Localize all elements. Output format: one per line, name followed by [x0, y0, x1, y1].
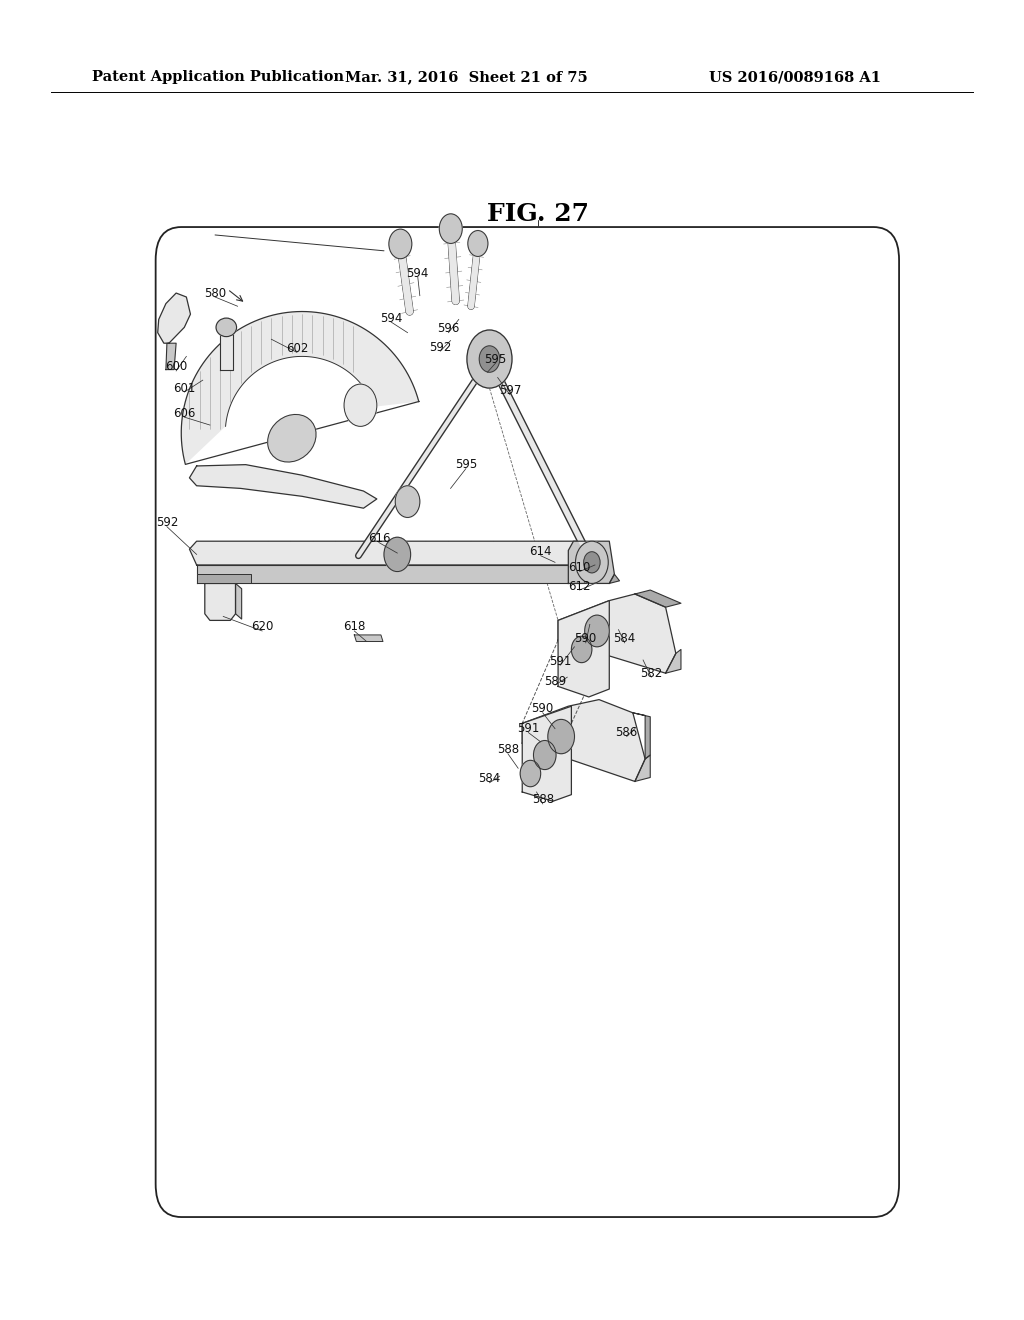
Text: 597: 597 [499, 384, 521, 397]
Circle shape [575, 541, 608, 583]
Polygon shape [197, 574, 251, 583]
Text: 594: 594 [407, 267, 429, 280]
Text: Patent Application Publication: Patent Application Publication [92, 70, 344, 84]
Text: 602: 602 [286, 342, 308, 355]
Text: 580: 580 [204, 286, 226, 300]
Text: 601: 601 [173, 381, 196, 395]
Text: 591: 591 [517, 722, 540, 735]
Ellipse shape [267, 414, 316, 462]
Text: 600: 600 [165, 360, 187, 374]
Polygon shape [666, 649, 681, 673]
Circle shape [520, 760, 541, 787]
Polygon shape [220, 330, 233, 370]
Polygon shape [558, 601, 609, 697]
Polygon shape [181, 312, 419, 465]
Text: 618: 618 [343, 620, 366, 634]
Ellipse shape [216, 318, 237, 337]
Circle shape [389, 230, 412, 259]
Text: 584: 584 [478, 772, 501, 785]
Polygon shape [158, 293, 190, 343]
Circle shape [479, 346, 500, 372]
Circle shape [467, 330, 512, 388]
Circle shape [344, 384, 377, 426]
Text: 616: 616 [368, 532, 390, 545]
Circle shape [468, 231, 487, 256]
Polygon shape [205, 583, 236, 620]
Polygon shape [197, 565, 579, 583]
Polygon shape [568, 541, 614, 583]
Text: FIG. 27: FIG. 27 [486, 202, 589, 226]
Text: US 2016/0089168 A1: US 2016/0089168 A1 [709, 70, 881, 84]
Text: 584: 584 [613, 632, 636, 645]
Circle shape [548, 719, 574, 754]
Polygon shape [635, 755, 650, 781]
Polygon shape [635, 590, 681, 607]
Polygon shape [522, 706, 571, 801]
Text: 606: 606 [173, 407, 196, 420]
Text: 594: 594 [380, 312, 402, 325]
Text: 595: 595 [455, 458, 477, 471]
Text: 591: 591 [549, 655, 571, 668]
Text: 590: 590 [574, 632, 597, 645]
Circle shape [439, 214, 462, 243]
Text: 620: 620 [251, 620, 273, 634]
Text: 610: 610 [568, 561, 591, 574]
Text: 592: 592 [156, 516, 178, 529]
Text: 586: 586 [615, 726, 638, 739]
Polygon shape [354, 635, 383, 642]
Text: 588: 588 [497, 743, 519, 756]
Polygon shape [166, 343, 176, 370]
Circle shape [571, 636, 592, 663]
Circle shape [384, 537, 411, 572]
Text: Mar. 31, 2016  Sheet 21 of 75: Mar. 31, 2016 Sheet 21 of 75 [344, 70, 588, 84]
Circle shape [534, 741, 556, 770]
Polygon shape [189, 465, 377, 508]
Text: 590: 590 [531, 702, 554, 715]
Text: 592: 592 [429, 341, 452, 354]
Circle shape [585, 615, 609, 647]
Text: 588: 588 [531, 793, 554, 807]
Text: 614: 614 [529, 545, 552, 558]
Circle shape [584, 552, 600, 573]
Text: 596: 596 [437, 322, 460, 335]
Text: 589: 589 [544, 675, 566, 688]
Polygon shape [609, 574, 620, 583]
Polygon shape [236, 583, 242, 619]
Text: 595: 595 [484, 352, 507, 366]
Circle shape [395, 486, 420, 517]
Text: 612: 612 [568, 579, 591, 593]
Text: 582: 582 [640, 667, 663, 680]
Polygon shape [189, 541, 586, 565]
Polygon shape [522, 700, 645, 781]
Polygon shape [558, 594, 676, 673]
Polygon shape [633, 713, 650, 759]
